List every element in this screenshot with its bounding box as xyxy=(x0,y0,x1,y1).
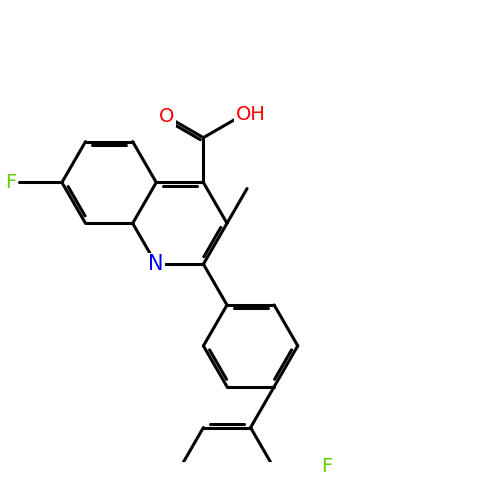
Text: F: F xyxy=(322,456,332,475)
Text: N: N xyxy=(148,254,164,274)
Text: O: O xyxy=(159,107,174,126)
Text: F: F xyxy=(6,173,16,192)
Text: OH: OH xyxy=(236,104,266,124)
